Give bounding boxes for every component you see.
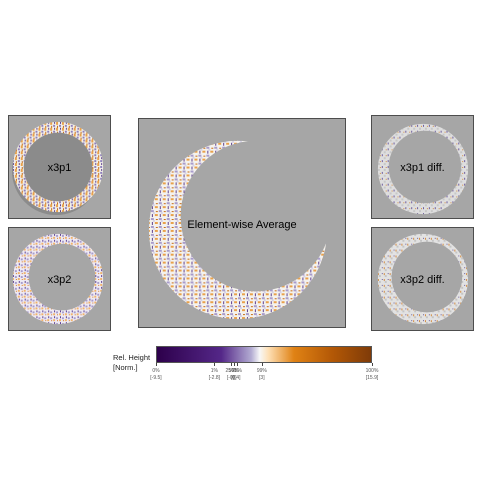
x3p1-panel: x3p1 — [8, 115, 111, 219]
color-legend: Rel. Height [Norm.] 0% [-9.5] 1% [-2.8] 25%[… — [105, 344, 385, 388]
colorbar-tick — [214, 363, 216, 366]
colorbar-tick-percent: 0% — [152, 368, 160, 374]
average-surface-image — [148, 140, 328, 320]
x3p1-surface-image — [11, 121, 104, 216]
x3p1-diff-panel: x3p1 diff. — [371, 115, 474, 219]
colorbar-tick-value: [-9.5] — [150, 375, 162, 381]
colorbar-tick-value: [15.9] — [365, 375, 379, 381]
colorbar-tick-value: [-2.8] — [208, 375, 221, 381]
colorbar-tick-value: [0] — [230, 375, 237, 381]
colorbar-tick — [372, 363, 373, 366]
x3p2-diff-panel: x3p2 diff. — [371, 227, 474, 331]
colorbar-tick — [233, 363, 235, 366]
colorbar-tick-percent: 75% — [231, 368, 243, 374]
colorbar-tick-percent: 50% — [228, 368, 239, 374]
x3p1-diff-label: x3p1 diff. — [400, 162, 445, 174]
x3p2-surface-image — [12, 233, 104, 325]
colorbar-tick-value: [.4] — [233, 375, 241, 381]
legend-title-line2: [Norm.] — [113, 363, 138, 372]
x3p2-panel: x3p2 — [8, 227, 111, 331]
colorbar-tick-percent: 100% — [365, 368, 379, 374]
colorbar — [156, 346, 372, 363]
colorbar-tick-percent: 99% — [256, 368, 267, 374]
legend-title-line1: Rel. Height — [113, 353, 151, 362]
average-label: Element-wise Average — [187, 219, 297, 231]
colorbar-tick — [237, 363, 238, 366]
colorbar-tick-value: [-0] — [226, 375, 235, 381]
x3p2-diff-label: x3p2 diff. — [400, 274, 445, 286]
colorbar-tick — [261, 363, 263, 366]
colorbar-tick-value: [3] — [259, 375, 265, 381]
colorbar-tick-percent: 1% — [210, 368, 218, 374]
colorbar-tick-percent: 25% — [225, 368, 236, 374]
colorbar-tick — [230, 363, 232, 366]
x3p1-label: x3p1 — [47, 162, 72, 174]
x3p1-diff-surface-image — [377, 123, 469, 215]
average-panel: Element-wise Average — [138, 118, 346, 328]
colorbar-tick — [156, 363, 157, 366]
x3p2-diff-surface-image — [377, 233, 469, 325]
x3p2-label: x3p2 — [47, 274, 72, 286]
